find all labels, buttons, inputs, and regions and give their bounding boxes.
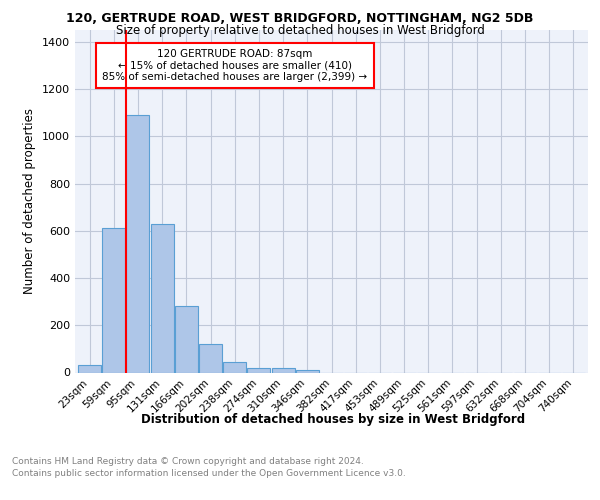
Text: 120, GERTRUDE ROAD, WEST BRIDGFORD, NOTTINGHAM, NG2 5DB: 120, GERTRUDE ROAD, WEST BRIDGFORD, NOTT… bbox=[67, 12, 533, 26]
Text: Contains public sector information licensed under the Open Government Licence v3: Contains public sector information licen… bbox=[12, 469, 406, 478]
Bar bbox=[151, 224, 173, 372]
Bar bbox=[223, 362, 246, 372]
Bar bbox=[175, 306, 198, 372]
Text: Size of property relative to detached houses in West Bridgford: Size of property relative to detached ho… bbox=[116, 24, 484, 37]
Bar bbox=[296, 370, 319, 372]
Bar bbox=[102, 228, 125, 372]
Text: 120 GERTRUDE ROAD: 87sqm
← 15% of detached houses are smaller (410)
85% of semi-: 120 GERTRUDE ROAD: 87sqm ← 15% of detach… bbox=[102, 49, 367, 82]
Bar bbox=[272, 368, 295, 372]
Text: Distribution of detached houses by size in West Bridgford: Distribution of detached houses by size … bbox=[141, 412, 525, 426]
Bar bbox=[199, 344, 222, 372]
Y-axis label: Number of detached properties: Number of detached properties bbox=[23, 108, 37, 294]
Text: Contains HM Land Registry data © Crown copyright and database right 2024.: Contains HM Land Registry data © Crown c… bbox=[12, 458, 364, 466]
Bar bbox=[247, 368, 271, 372]
Bar bbox=[127, 115, 149, 372]
Bar bbox=[78, 366, 101, 372]
